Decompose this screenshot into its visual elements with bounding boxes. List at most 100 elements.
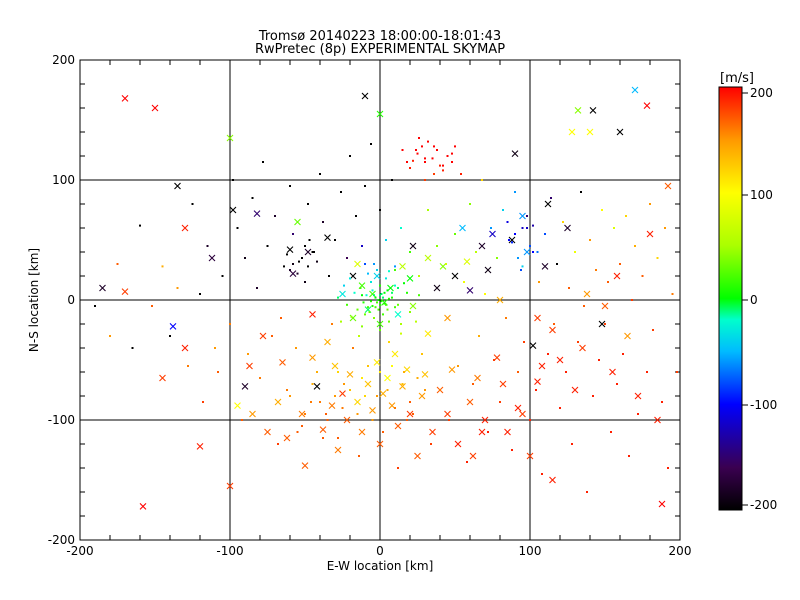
point-dot <box>367 365 369 367</box>
point-dot <box>349 155 351 157</box>
point-dot <box>236 227 239 229</box>
point-dot <box>221 275 224 277</box>
point-x <box>324 234 331 241</box>
point-dot <box>385 303 387 306</box>
point-dot <box>502 209 504 211</box>
point-x <box>646 230 654 238</box>
point-x <box>234 402 241 409</box>
point-x <box>514 404 522 412</box>
point-dot <box>340 320 342 323</box>
point-x <box>169 323 177 330</box>
point-dot <box>382 313 384 316</box>
point-dot <box>416 377 419 379</box>
point-dot <box>391 291 393 294</box>
point-dot <box>307 265 309 268</box>
point-x <box>226 134 234 142</box>
point-dot <box>586 491 588 493</box>
point-dot <box>460 173 462 175</box>
point-dot <box>416 152 419 155</box>
point-x <box>466 398 474 406</box>
point-dot <box>350 315 353 318</box>
colorbar-tick-label-1: -100 <box>750 398 777 412</box>
point-dot <box>424 161 426 163</box>
point-dot <box>517 257 519 259</box>
point-x <box>511 150 519 157</box>
point-x <box>289 270 297 277</box>
point-x <box>241 383 249 390</box>
grid <box>80 60 680 540</box>
point-dot <box>421 145 423 148</box>
point-x <box>181 344 189 352</box>
point-dot <box>484 293 486 295</box>
point-dot <box>607 281 609 283</box>
point-x <box>304 248 312 256</box>
point-dot <box>337 437 339 439</box>
point-dot <box>379 209 381 211</box>
point-x <box>376 110 384 118</box>
point-x <box>151 104 159 112</box>
point-x <box>459 224 466 232</box>
point-dot <box>445 263 447 265</box>
point-x <box>354 260 361 268</box>
point-dot <box>343 383 345 385</box>
point-dot <box>361 294 363 297</box>
point-dot <box>266 245 269 247</box>
point-dot <box>361 377 363 379</box>
point-x <box>139 503 147 510</box>
point-dot <box>403 282 405 285</box>
point-dot <box>418 137 420 139</box>
point-x <box>259 332 267 340</box>
point-x <box>586 128 594 136</box>
point-dot <box>296 272 299 275</box>
point-dot <box>277 443 279 445</box>
point-dot <box>286 389 288 391</box>
point-dot <box>394 407 396 409</box>
point-dot <box>371 419 374 421</box>
point-x <box>466 287 474 294</box>
point-dot <box>296 431 299 433</box>
point-dot <box>580 191 582 193</box>
point-x <box>579 344 586 352</box>
point-dot <box>550 197 552 199</box>
point-dot <box>433 145 435 148</box>
point-dot <box>373 263 375 265</box>
point-dot <box>383 302 386 305</box>
point-x <box>298 410 306 418</box>
point-dot <box>161 265 164 268</box>
point-dot <box>308 239 311 241</box>
chart-subtitle: RwPretec (8p) EXPERIMENTAL SKYMAP <box>255 42 505 57</box>
point-dot <box>634 245 636 247</box>
point-dot <box>244 257 246 259</box>
point-dot <box>388 270 390 273</box>
point-dot <box>331 323 333 325</box>
point-x <box>229 206 237 214</box>
point-dot <box>409 251 411 253</box>
point-dot <box>610 431 612 433</box>
point-dot <box>421 353 423 355</box>
point-dot <box>376 395 378 397</box>
point-dot <box>403 371 405 373</box>
point-dot <box>386 289 389 292</box>
point-dot <box>353 291 356 294</box>
point-x <box>346 371 354 378</box>
point-dot <box>311 251 314 253</box>
point-dot <box>304 245 306 247</box>
point-dot <box>337 296 339 299</box>
point-dot <box>343 284 345 287</box>
point-dot <box>376 269 378 271</box>
point-x <box>589 107 597 114</box>
point-x <box>379 390 387 397</box>
point-dot <box>442 169 444 172</box>
point-x <box>196 443 204 450</box>
point-dot <box>622 353 624 355</box>
point-dot <box>538 281 540 283</box>
point-dot <box>394 265 396 268</box>
point-dot <box>619 263 621 265</box>
point-dot <box>368 311 371 313</box>
point-x <box>309 354 316 361</box>
y-tick-label-2: 0 <box>67 293 75 307</box>
point-dot <box>529 419 531 421</box>
point-x <box>613 272 621 280</box>
point-dot <box>506 221 509 223</box>
point-x <box>564 224 571 232</box>
